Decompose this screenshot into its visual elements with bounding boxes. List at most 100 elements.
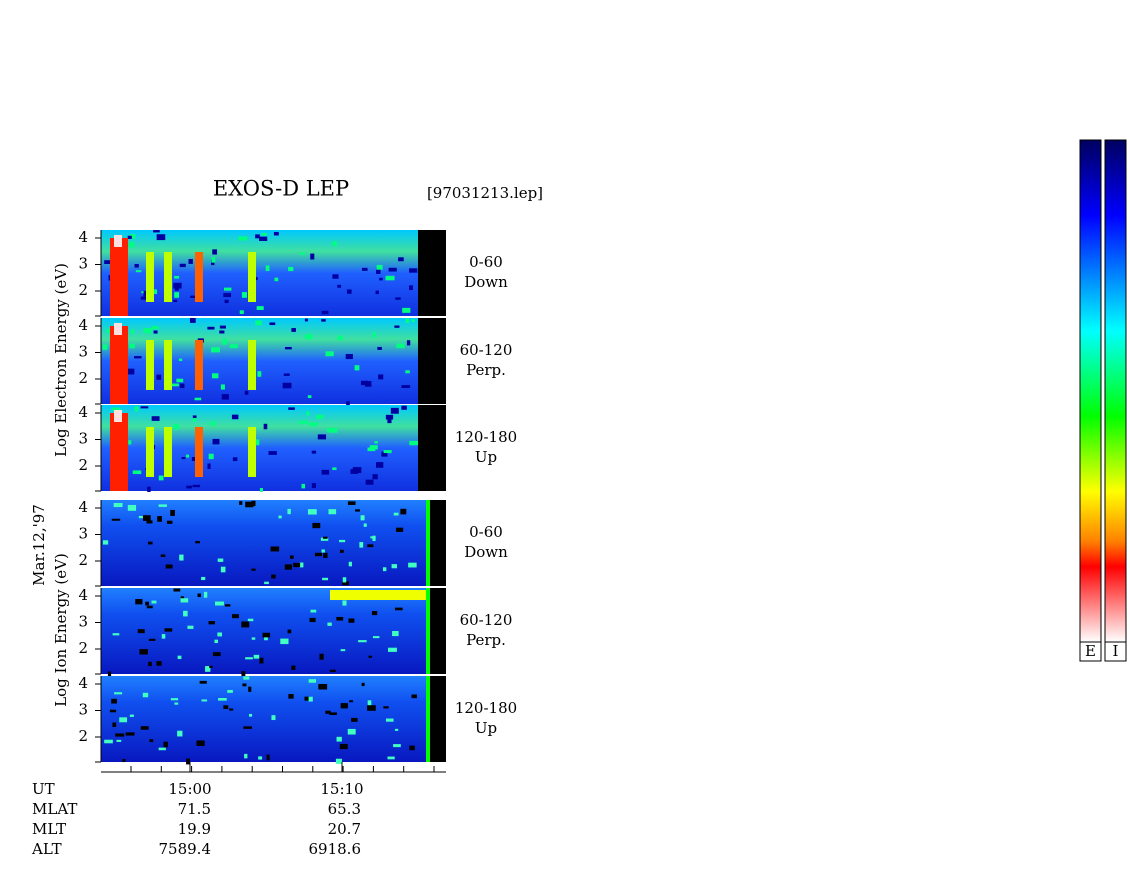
spectrogram-speck	[231, 414, 239, 420]
spectrogram-speck	[129, 343, 135, 349]
spectrogram-speck	[264, 581, 269, 585]
spectrogram-speck	[218, 698, 227, 701]
spectrogram-speck	[360, 380, 369, 386]
spectrogram-speck	[387, 756, 395, 760]
spectrogram-speck	[151, 600, 157, 604]
spectrogram-speck	[291, 665, 296, 670]
spectrogram-speck	[255, 320, 262, 326]
colorbar-label: I	[1113, 642, 1119, 660]
spectrogram-edge	[426, 676, 430, 762]
spectrogram-speck	[143, 328, 152, 334]
spectrogram-speck	[148, 661, 152, 667]
spectrogram-speck	[134, 264, 139, 268]
spectrogram-speck	[208, 621, 215, 625]
spectrogram-speck	[321, 469, 330, 475]
spectrogram-speck	[241, 621, 250, 628]
spectrogram-speck	[142, 692, 149, 698]
spectrogram-speck	[224, 299, 229, 304]
footer-value: 7589.4	[159, 840, 212, 858]
spectrogram-burst	[110, 326, 128, 404]
spectrogram-speck	[140, 296, 150, 300]
spectrogram-speck	[128, 241, 135, 248]
spectrogram-speck	[219, 330, 225, 334]
y-tick-label: 2	[78, 727, 88, 745]
spectrogram-speck	[224, 604, 231, 607]
ion-axis-label: Log Ion Energy (eV)	[52, 553, 70, 707]
spectrogram-speck	[408, 562, 417, 568]
spectrogram-speck	[376, 269, 381, 274]
spectrogram-speck	[309, 617, 316, 623]
spectrogram-speck	[259, 487, 264, 492]
spectrogram-speck	[328, 509, 337, 515]
spectrogram-speck	[375, 290, 379, 295]
spectrogram-speck	[211, 347, 220, 353]
spectrogram-speck	[201, 576, 206, 581]
spectrogram-speck	[411, 694, 417, 699]
spectrogram-speck	[372, 474, 378, 480]
spectrogram-speck	[207, 326, 215, 330]
spectrogram-burst	[110, 238, 128, 316]
spectrogram-speck	[347, 501, 356, 505]
spectrogram-speck	[364, 381, 372, 387]
spectrogram-speck	[196, 740, 205, 747]
spectrogram-speck	[253, 439, 260, 446]
spectrogram-speck	[280, 638, 289, 645]
spectrogram-speck	[358, 640, 367, 643]
spectrogram-speck	[128, 440, 132, 445]
spectrogram-speck	[348, 618, 355, 623]
spectrogram-speck	[156, 661, 162, 666]
pitch-angle-label: 0-60	[469, 523, 503, 541]
footer-value: 6918.6	[309, 840, 362, 858]
spectrogram-speck	[402, 307, 411, 313]
no-data	[430, 588, 446, 674]
footer-value: 65.3	[328, 800, 361, 818]
spectrogram-speck	[160, 554, 166, 557]
spectrogram-speck	[111, 698, 117, 704]
spectrogram-speck	[170, 509, 175, 516]
spectrogram-speck	[368, 655, 373, 658]
y-tick-label: 3	[78, 525, 88, 543]
pitch-angle-label: 60-120	[460, 341, 513, 359]
spectrogram-speck	[142, 515, 151, 521]
spectrogram-speck	[186, 758, 190, 765]
y-tick-label: 3	[78, 343, 88, 361]
spectrogram-speck	[214, 639, 218, 644]
spectrogram-speck	[361, 267, 368, 271]
spectrogram-speck	[221, 394, 229, 400]
spectrogram-speck	[243, 676, 250, 680]
spectrogram-speck	[197, 593, 201, 598]
spectrogram-speck	[163, 741, 168, 748]
spectrogram-speck	[283, 373, 290, 376]
figure: EXOS-D LEP [97031213.lep] Log Electron E…	[30, 177, 543, 773]
spectrogram-speck	[387, 419, 392, 424]
spectrogram-speck	[153, 330, 158, 334]
spectrogram-speck	[157, 516, 162, 522]
y-tick-label: 4	[78, 674, 88, 692]
spectrogram-edge	[426, 588, 430, 674]
spectrogram-speck	[269, 322, 276, 326]
spectrogram-speck	[127, 235, 132, 239]
footer-label: UT	[32, 780, 55, 798]
spectrogram-speck	[360, 515, 365, 521]
spectrogram-speck	[361, 682, 365, 687]
spectrogram-burst	[248, 427, 256, 477]
spectrogram-speck	[394, 607, 403, 611]
spectrogram-speck	[300, 252, 306, 255]
spectrogram-speck	[284, 346, 292, 350]
spectrogram-speck	[345, 354, 353, 360]
spectrogram-speck	[342, 581, 349, 586]
spectrogram-speck	[223, 705, 229, 710]
spectrogram-speck	[401, 385, 411, 389]
spectrogram	[101, 500, 446, 586]
spectrogram-speck	[375, 462, 384, 468]
no-data	[418, 230, 446, 316]
spectrogram-speck	[411, 319, 415, 323]
spectrogram-speck	[409, 285, 413, 291]
y-tick-label: 3	[78, 255, 88, 273]
y-tick-label: 2	[78, 551, 88, 569]
spectrogram-speck	[329, 669, 336, 673]
spectrogram-speck	[244, 390, 249, 395]
spectrogram-speck	[258, 756, 263, 760]
spectrogram-speck	[212, 249, 218, 255]
spectrogram-speck	[192, 418, 197, 422]
